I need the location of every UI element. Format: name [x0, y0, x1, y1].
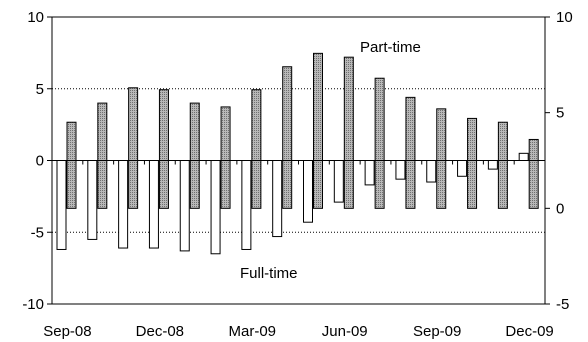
left-tick-label: 10	[27, 9, 44, 26]
full-time-annotation: Full-time	[240, 265, 298, 282]
part-time-bar	[374, 77, 385, 209]
part-time-bar	[282, 66, 293, 209]
part-time-bar	[189, 102, 200, 209]
full-time-bar	[56, 160, 67, 250]
left-axis: -10 -5 0 5 10	[22, 9, 52, 313]
right-tick-label: 10	[556, 9, 573, 26]
x-tick-label: Mar-09	[229, 323, 277, 340]
part-time-bar	[343, 56, 354, 209]
full-time-bar	[487, 160, 498, 170]
part-time-bar	[97, 102, 108, 209]
right-axis: -5 0 5 10	[545, 9, 573, 313]
full-time-bar	[395, 160, 406, 180]
full-time-bar	[303, 160, 313, 223]
left-tick-label: 5	[36, 81, 44, 98]
part-time-bar	[313, 52, 323, 209]
x-tick-label: Dec-08	[136, 323, 184, 340]
gridlines	[52, 88, 545, 233]
full-time-bar	[364, 160, 375, 186]
full-time-bar	[272, 160, 283, 238]
part-time-bar	[251, 89, 262, 209]
part-time-bar	[128, 87, 139, 209]
full-time-bar	[426, 160, 437, 183]
full-time-bar	[179, 160, 190, 252]
right-tick-label: 5	[556, 105, 564, 122]
x-axis: Sep-08 Dec-08 Mar-09 Jun-09 Sep-09 Dec-09	[43, 160, 554, 340]
part-time-bar	[528, 138, 539, 209]
left-tick-label: -5	[31, 224, 44, 241]
bars	[56, 52, 539, 255]
full-time-bar	[241, 160, 252, 250]
part-time-bar	[405, 96, 416, 209]
full-time-bar	[148, 160, 159, 249]
full-time-bar	[210, 160, 221, 255]
full-time-bar	[457, 160, 468, 177]
x-tick-label: Dec-09	[505, 323, 553, 340]
left-tick-label: -10	[22, 296, 44, 313]
x-tick-label: Sep-08	[43, 323, 91, 340]
full-time-bar	[87, 160, 98, 240]
right-tick-label: -5	[556, 296, 569, 313]
right-tick-label: 0	[556, 200, 564, 217]
part-time-bar	[158, 89, 169, 209]
x-tick-label: Jun-09	[322, 323, 368, 340]
part-time-bar	[220, 106, 231, 209]
full-time-bar	[118, 160, 129, 249]
part-time-bar	[467, 117, 478, 209]
part-time-bar	[497, 121, 508, 209]
full-time-bar	[333, 160, 344, 203]
left-tick-label: 0	[36, 153, 44, 170]
x-tick-label: Sep-09	[413, 323, 461, 340]
part-time-bar	[66, 121, 77, 209]
part-time-bar	[436, 108, 447, 209]
full-time-bar	[518, 152, 529, 161]
part-time-annotation: Part-time	[360, 39, 421, 56]
